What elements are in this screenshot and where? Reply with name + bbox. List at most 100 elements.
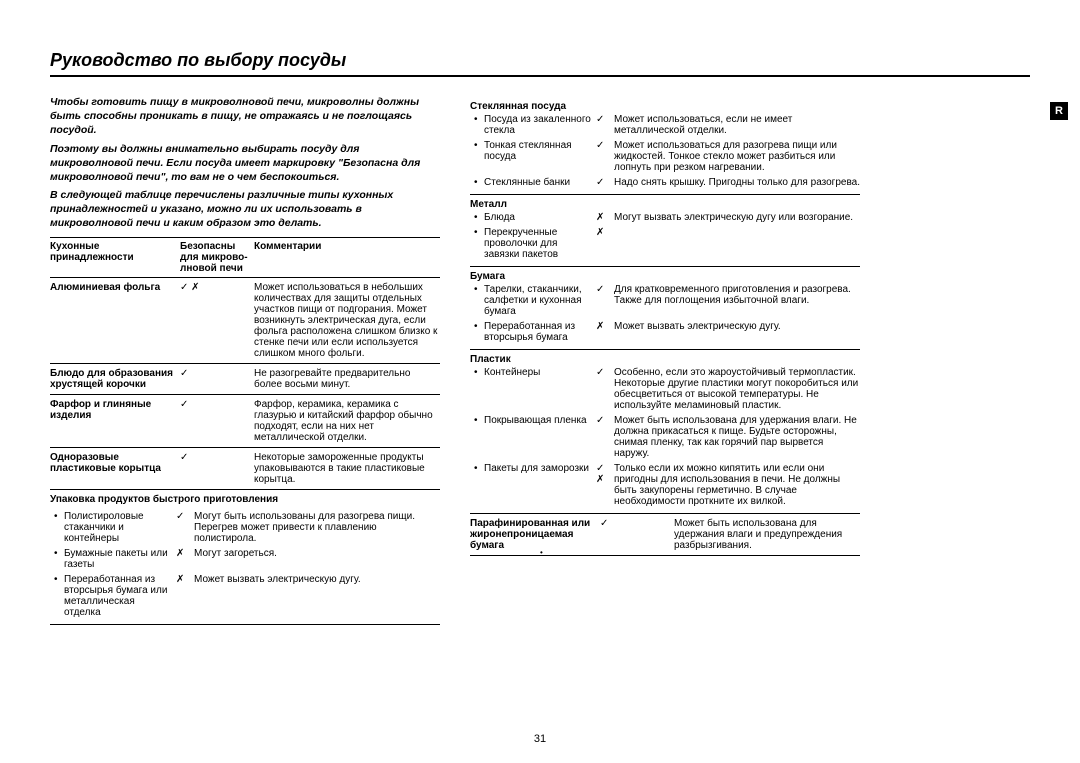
item-safe: ✓ ✗ (596, 463, 614, 485)
table-row: Алюминиевая фольга ✓ ✗ Может использоват… (50, 278, 440, 364)
row-name: Парафинированная или жиронепроницаемая б… (470, 518, 600, 551)
item-label: Контейнеры (484, 367, 596, 378)
th-comment: Комментарии (254, 241, 440, 274)
paper-section: Бумага • Тарелки, стаканчики, салфетки и… (470, 267, 860, 350)
intro-p1: Чтобы готовить пищу в микроволновой печи… (50, 95, 440, 138)
item-safe: ✗ (176, 574, 194, 585)
list-item: • Контейнеры ✓ Особенно, если это жароус… (470, 365, 860, 413)
item-label: Пакеты для заморозки (484, 463, 596, 474)
row-safe: ✓ (180, 368, 254, 379)
section-head: Стеклянная посуда (470, 97, 860, 112)
row-name: Фарфор и глиняные изделия (50, 399, 180, 421)
cookware-table: Кухонные принадлежности Безопасны для ми… (50, 237, 440, 625)
table-row: Фарфор и глиняные изделия ✓ Фарфор, кера… (50, 395, 440, 448)
bullet-icon: • (470, 415, 484, 426)
intro-block: Чтобы готовить пищу в микроволновой печи… (50, 95, 440, 231)
wax-paper-row: Парафинированная или жиронепроницаемая б… (470, 514, 860, 556)
row-comment: Некоторые замороженные продукты упаковыв… (254, 452, 440, 485)
bullet-icon: • (50, 574, 64, 585)
bullet-icon: • (470, 114, 484, 125)
bullet-icon: • (50, 511, 64, 522)
bullet-icon: • (470, 284, 484, 295)
item-safe: ✓ (596, 415, 614, 426)
item-label: Переработанная из вторсырья бумага (484, 321, 596, 343)
row-safe: ✓ (600, 518, 674, 529)
page-number: 31 (534, 733, 546, 745)
table-row: Блюдо для образования хрустящей корочки … (50, 364, 440, 395)
item-safe: ✓ (176, 511, 194, 522)
item-safe: ✓ (596, 177, 614, 188)
item-label: Блюда (484, 212, 596, 223)
item-label: Перекрученные проволочки для завязки пак… (484, 227, 596, 260)
item-safe: ✗ (596, 212, 614, 223)
bullet-icon: • (470, 140, 484, 151)
bullet-icon: • (470, 463, 484, 474)
item-safe: ✓ (596, 140, 614, 151)
bullet-icon: • (470, 321, 484, 332)
item-comment: Надо снять крышку. Пригодны только для р… (614, 177, 860, 188)
item-comment: Могут загореться. (194, 548, 440, 559)
row-name: Блюдо для образования хрустящей корочки (50, 368, 180, 390)
item-label: Тонкая стеклянная посуда (484, 140, 596, 162)
item-comment: Только если их можно кипятить или если о… (614, 463, 860, 507)
packaging-block: • Полистироловые стаканчики и контейнеры… (50, 509, 440, 625)
item-label: Стеклянные банки (484, 177, 596, 188)
item-comment: Может быть использована для удержания вл… (614, 415, 860, 459)
item-label: Бумажные пакеты или газеты (64, 548, 176, 570)
divider-dot: • (540, 548, 543, 557)
table-header: Кухонные принадлежности Безопасны для ми… (50, 237, 440, 278)
row-comment: Фарфор, керамика, керамика с глазурью и … (254, 399, 440, 443)
list-item: • Перекрученные проволочки для завязки п… (470, 225, 860, 262)
list-item: • Стеклянные банки ✓ Надо снять крышку. … (470, 175, 860, 190)
bullet-icon: • (50, 548, 64, 559)
page-title: Руководство по выбору посуды (50, 50, 1030, 77)
section-head: Бумага (470, 267, 860, 282)
row-comment: Может быть использована для удержания вл… (674, 518, 860, 551)
list-item: • Бумажные пакеты или газеты ✗ Могут заг… (50, 546, 440, 572)
bullet-icon: • (470, 177, 484, 188)
item-safe: ✓ (596, 367, 614, 378)
item-comment: Может вызвать электрическую дугу. (194, 574, 440, 585)
list-item: • Покрывающая пленка ✓ Может быть исполь… (470, 413, 860, 461)
item-safe: ✓ (596, 114, 614, 125)
item-safe: ✗ (596, 227, 614, 238)
item-label: Полистироловые стаканчики и контейнеры (64, 511, 176, 544)
plastic-section: Пластик • Контейнеры ✓ Особенно, если эт… (470, 350, 860, 514)
section-head: Металл (470, 195, 860, 210)
item-safe: ✓ (596, 284, 614, 295)
item-label: Тарелки, стаканчики, салфетки и кухонная… (484, 284, 596, 317)
left-column: Чтобы готовить пищу в микроволновой печи… (50, 95, 440, 625)
row-comment: Не разогревайте предварительно более вос… (254, 368, 440, 390)
item-comment: Могут быть использованы для разогрева пи… (194, 511, 440, 544)
item-label: Переработанная из вторсырья бумага или м… (64, 574, 176, 618)
item-label: Покрывающая пленка (484, 415, 596, 426)
bullet-icon: • (470, 212, 484, 223)
bullet-icon: • (470, 367, 484, 378)
list-item: • Тонкая стеклянная посуда ✓ Может испол… (470, 138, 860, 175)
row-name: Алюминиевая фольга (50, 282, 180, 293)
item-comment: Могут вызвать электрическую дугу или воз… (614, 212, 860, 223)
metal-section: Металл • Блюда ✗ Могут вызвать электриче… (470, 195, 860, 267)
item-comment: Может вызвать электрическую дугу. (614, 321, 860, 332)
list-item: • Переработанная из вторсырья бумага ✗ М… (470, 319, 860, 345)
item-comment: Может использоваться для разогрева пищи … (614, 140, 860, 173)
intro-p2: Поэтому вы должны внимательно выбирать п… (50, 142, 440, 185)
packaging-head: Упаковка продуктов быстрого приготовлени… (50, 494, 440, 505)
table-row: Одноразовые пластиковые корытца ✓ Некото… (50, 448, 440, 490)
row-comment: Может использоваться в небольших количес… (254, 282, 440, 359)
list-item: • Пакеты для заморозки ✓ ✗ Только если и… (470, 461, 860, 509)
packaging-head-row: Упаковка продуктов быстрого приготовлени… (50, 490, 440, 509)
list-item: • Блюда ✗ Могут вызвать электрическую ду… (470, 210, 860, 225)
item-comment: Для кратковременного приготовления и раз… (614, 284, 860, 306)
item-comment: Может использоваться, если не имеет мета… (614, 114, 860, 136)
th-safe: Безопасны для микрово-лновой печи (180, 241, 254, 274)
row-safe: ✓ (180, 452, 254, 463)
row-safe: ✓ ✗ (180, 282, 254, 293)
th-accessory: Кухонные принадлежности (50, 241, 180, 274)
list-item: • Полистироловые стаканчики и контейнеры… (50, 509, 440, 546)
list-item: • Переработанная из вторсырья бумага или… (50, 572, 440, 620)
intro-p3: В следующей таблице перечислены различны… (50, 188, 440, 231)
item-safe: ✗ (596, 321, 614, 332)
item-comment: Особенно, если это жароустойчивый термоп… (614, 367, 860, 411)
list-item: • Посуда из закаленного стекла ✓ Может и… (470, 112, 860, 138)
